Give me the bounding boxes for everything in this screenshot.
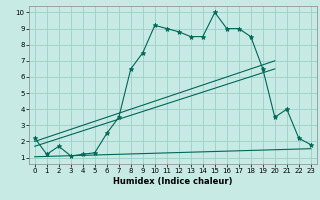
X-axis label: Humidex (Indice chaleur): Humidex (Indice chaleur) — [113, 177, 233, 186]
